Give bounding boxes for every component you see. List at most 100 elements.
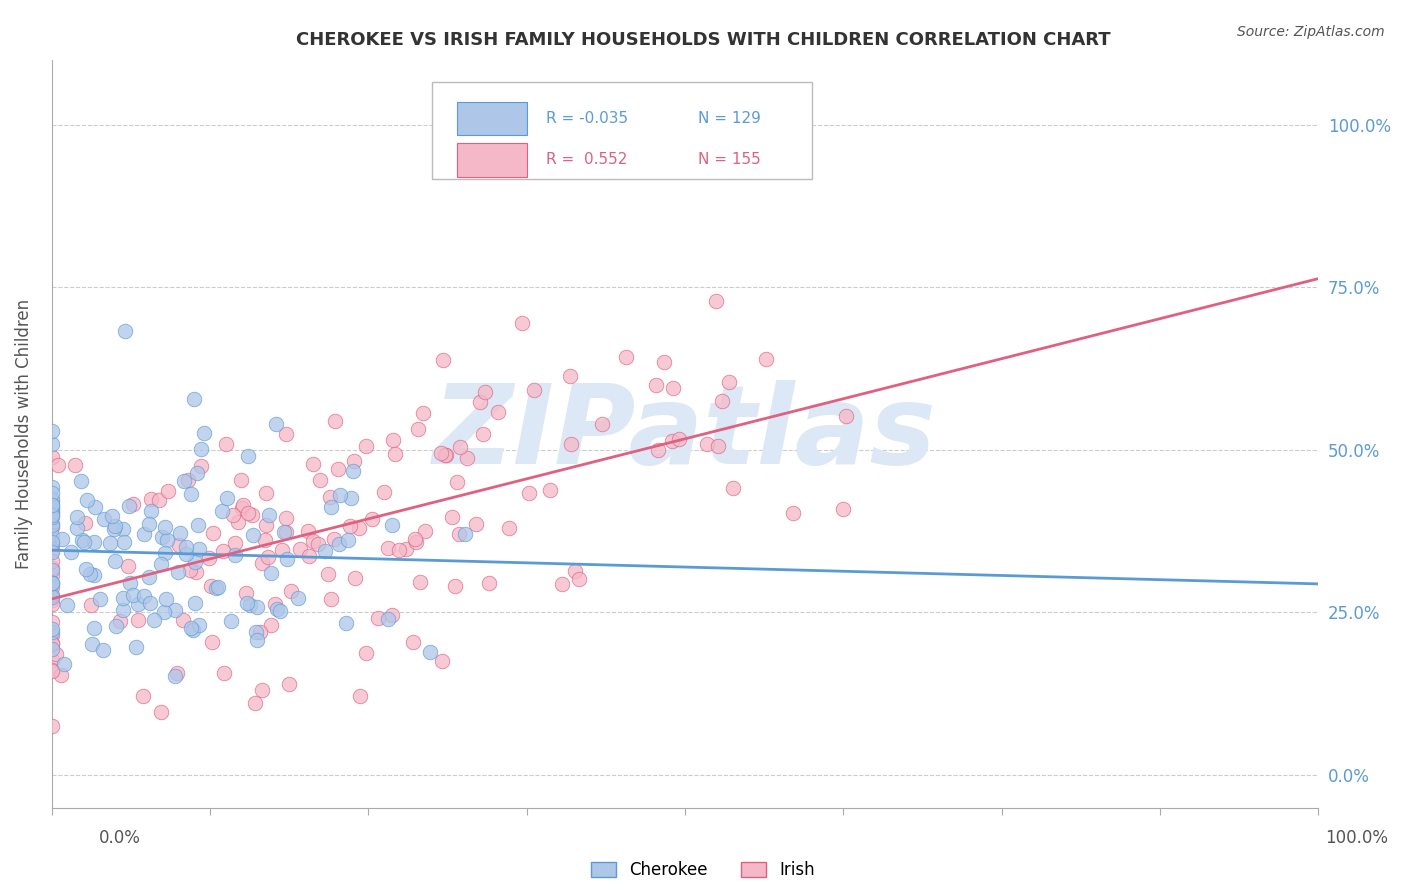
Point [100, 508, 122, 523]
Point [193, 425, 215, 440]
Text: N = 129: N = 129 [697, 111, 761, 126]
Point [755, 351, 778, 366]
Point [169, 526, 191, 541]
Point [211, 504, 233, 518]
Point [112, 522, 135, 536]
Point [270, 543, 292, 558]
Point [41, 575, 63, 590]
Point [104, 554, 127, 568]
Point [381, 433, 404, 447]
Point [184, 565, 207, 579]
Point [704, 294, 727, 309]
Point [73, 516, 96, 530]
Point [354, 440, 377, 454]
Point [142, 613, 165, 627]
Point [278, 676, 301, 690]
Point [419, 645, 441, 659]
Point [41, 719, 63, 733]
Text: N = 155: N = 155 [697, 153, 761, 168]
Point [163, 602, 186, 616]
Point [41, 545, 63, 559]
Point [156, 533, 179, 548]
Point [591, 417, 613, 431]
Point [184, 555, 207, 569]
Point [132, 589, 155, 603]
Point [517, 485, 540, 500]
FancyBboxPatch shape [457, 102, 527, 136]
Text: Source: ZipAtlas.com: Source: ZipAtlas.com [1237, 25, 1385, 39]
Point [41, 508, 63, 523]
Point [41, 563, 63, 577]
Point [41, 486, 63, 500]
Point [181, 624, 204, 638]
Point [41, 506, 63, 520]
Point [200, 579, 222, 593]
Point [124, 640, 146, 655]
Point [139, 491, 162, 506]
Point [83, 621, 105, 635]
Point [402, 635, 425, 649]
Point [73, 535, 96, 549]
Point [41, 535, 63, 549]
Point [224, 536, 246, 550]
Point [41, 542, 63, 557]
Point [177, 473, 200, 487]
Point [235, 586, 257, 600]
Point [41, 636, 63, 650]
Point [257, 508, 280, 522]
Point [329, 487, 352, 501]
Point [219, 615, 242, 629]
Point [180, 487, 202, 501]
Point [413, 524, 436, 538]
Text: R = -0.035: R = -0.035 [546, 111, 628, 126]
Point [250, 682, 273, 697]
Point [41, 480, 63, 494]
Point [319, 490, 342, 504]
Point [41, 491, 63, 506]
Point [122, 497, 145, 511]
Point [260, 566, 283, 580]
Point [614, 350, 637, 364]
Point [381, 607, 404, 622]
Point [384, 447, 406, 461]
Point [354, 646, 377, 660]
Point [782, 506, 804, 520]
Point [297, 524, 319, 538]
Point [224, 548, 246, 562]
Point [79, 567, 101, 582]
Point [41, 663, 63, 677]
Point [132, 527, 155, 541]
Point [41, 450, 63, 464]
Point [235, 596, 257, 610]
Point [349, 689, 371, 703]
Point [309, 474, 332, 488]
Point [187, 541, 209, 556]
Point [381, 518, 404, 533]
FancyBboxPatch shape [457, 143, 527, 177]
Point [644, 377, 666, 392]
Point [155, 545, 177, 559]
Point [41, 590, 63, 604]
Point [280, 584, 302, 599]
Point [114, 324, 136, 338]
Point [112, 591, 135, 606]
Point [662, 381, 685, 395]
Point [46, 458, 69, 472]
Point [180, 621, 202, 635]
Point [41, 494, 63, 508]
Point [498, 521, 520, 535]
Point [41, 528, 63, 542]
Point [238, 449, 260, 463]
Point [56, 599, 79, 613]
Point [41, 653, 63, 667]
Point [211, 543, 233, 558]
Point [118, 499, 141, 513]
Point [41, 588, 63, 602]
Point [108, 614, 131, 628]
Text: 100.0%: 100.0% [1326, 829, 1388, 847]
Point [80, 598, 103, 612]
Point [190, 459, 212, 474]
Point [468, 395, 491, 409]
Point [41, 535, 63, 549]
Point [377, 612, 399, 626]
